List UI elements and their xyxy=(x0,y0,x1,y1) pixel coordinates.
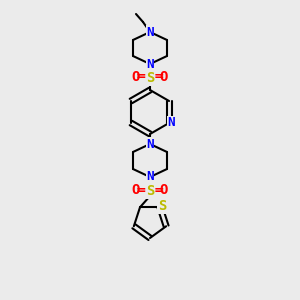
Text: S: S xyxy=(146,71,154,85)
Text: N: N xyxy=(146,26,154,38)
Text: S: S xyxy=(146,184,154,198)
Text: N: N xyxy=(146,170,154,184)
Text: O: O xyxy=(160,183,168,197)
Text: O: O xyxy=(132,183,140,197)
Text: N: N xyxy=(146,137,154,151)
Text: =: = xyxy=(154,184,164,196)
Text: S: S xyxy=(158,199,166,213)
Text: N: N xyxy=(146,58,154,70)
Text: =: = xyxy=(136,184,146,196)
Text: O: O xyxy=(160,70,168,84)
Text: =: = xyxy=(136,70,146,83)
Text: N: N xyxy=(167,116,175,130)
Text: =: = xyxy=(154,70,164,83)
Text: O: O xyxy=(132,70,140,84)
